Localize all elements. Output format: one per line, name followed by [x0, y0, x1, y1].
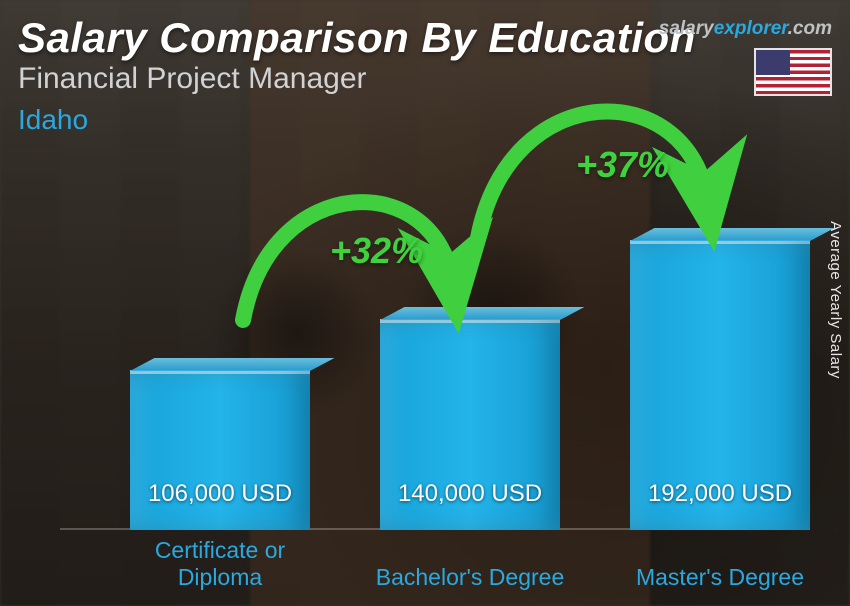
- watermark-part1: salary: [659, 18, 714, 39]
- y-axis-label: Average Yearly Salary: [827, 221, 844, 379]
- watermark-part2: explorer: [714, 18, 788, 39]
- page-title: Salary Comparison By Education: [18, 14, 696, 62]
- increase-pct-1: +37%: [576, 144, 669, 186]
- watermark-part3: .com: [788, 18, 832, 39]
- watermark: salaryexplorer.com: [659, 18, 832, 40]
- salary-bar-chart: 106,000 USD 140,000 USD 192,000 USD Certif…: [60, 80, 810, 590]
- category-label-0: Certificate or Diploma: [110, 537, 330, 590]
- bar-value-label: 106,000 USD: [148, 480, 292, 508]
- bar-value-label: 140,000 USD: [398, 480, 542, 508]
- increase-pct-0: +32%: [330, 230, 423, 272]
- bar-value-label: 192,000 USD: [648, 480, 792, 508]
- category-label-2: Master's Degree: [610, 564, 830, 590]
- category-label-1: Bachelor's Degree: [360, 564, 580, 590]
